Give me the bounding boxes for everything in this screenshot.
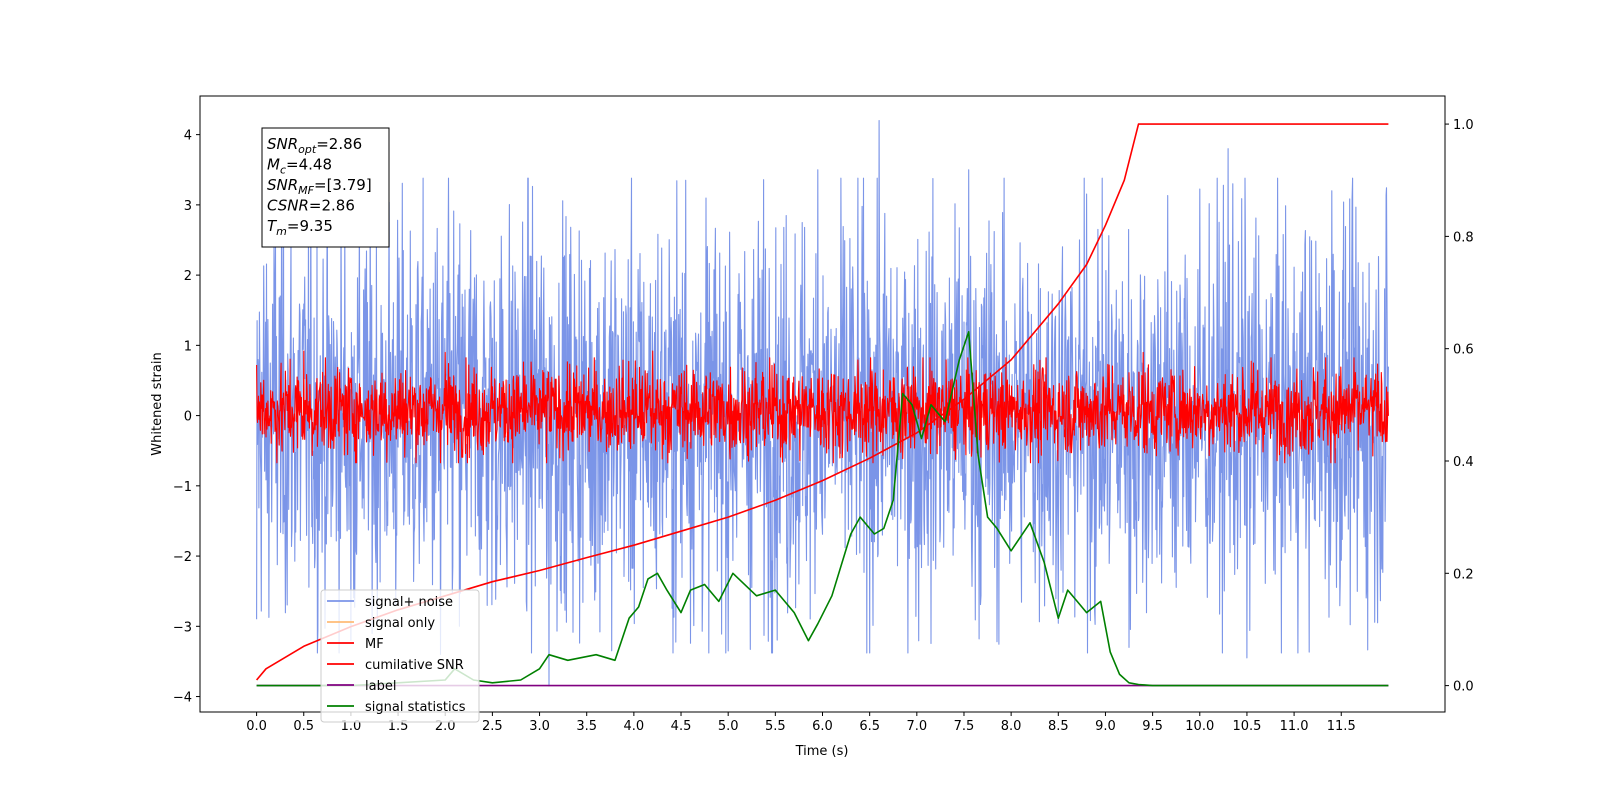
series-line-signal-statistics — [256, 331, 1389, 687]
x-tick-label: 9.5 — [1142, 719, 1163, 734]
stats-line: Tm=9.35 — [267, 217, 333, 238]
y-axis-right: 0.0 0.2 0.4 0.6 0.8 1.0 — [1445, 118, 1474, 695]
stats-box-frame — [261, 127, 390, 248]
legend-label: cumilative SNR — [365, 658, 464, 673]
x-tick-label: 9.0 — [1095, 719, 1116, 734]
y2-tick-label: 1.0 — [1453, 118, 1474, 133]
legend-label: signal statistics — [365, 700, 466, 715]
y-tick-label: −3 — [173, 620, 192, 635]
y-tick-label: 4 — [184, 129, 192, 144]
x-tick-label: 3.5 — [576, 719, 597, 734]
x-tick-label: 6.0 — [812, 719, 833, 734]
x-tick-label: 0.5 — [293, 719, 314, 734]
x-tick-label: 1.5 — [388, 719, 409, 734]
x-tick-label: 5.0 — [718, 719, 739, 734]
x-tick-label: 8.5 — [1048, 719, 1069, 734]
y-axis-left: −4 −3 −2 −1 0 1 2 3 4 — [173, 129, 200, 706]
x-tick-label: 11.5 — [1327, 719, 1356, 734]
stats-line: Mc=4.48 — [267, 156, 332, 177]
x-tick-label: 10.0 — [1185, 719, 1214, 734]
stats-line: SNRopt=2.86 — [267, 135, 362, 156]
stats-line: SNRMF=[3.79] — [267, 176, 372, 197]
x-tick-label: 5.5 — [765, 719, 786, 734]
x-tick-label: 2.5 — [482, 719, 503, 734]
x-tick-label: 10.5 — [1232, 719, 1261, 734]
legend-frame — [320, 589, 480, 723]
x-tick-label: 7.5 — [954, 719, 975, 734]
x-tick-label: 8.0 — [1001, 719, 1022, 734]
legend-label: signal only — [365, 616, 435, 631]
y2-tick-label: 0.4 — [1453, 455, 1474, 470]
x-axis: 0.0 0.5 1.0 1.5 2.0 2.5 3.0 3.5 4.0 4.5 5.0 5.5 6.0 6… — [246, 712, 1356, 734]
stats-line: CSNR=2.86 — [267, 197, 355, 215]
x-tick-label: 1.0 — [341, 719, 362, 734]
y-tick-label: 1 — [184, 339, 192, 354]
y-axis-label: Whitened strain — [150, 352, 165, 455]
x-tick-label: 4.0 — [624, 719, 645, 734]
x-axis-label: Time (s) — [795, 744, 849, 759]
legend: signal+ noise signal only MF cumilative SNR… — [320, 589, 480, 723]
x-tick-label: 0.0 — [246, 719, 267, 734]
legend-label: label — [365, 679, 396, 694]
x-tick-label: 2.0 — [435, 719, 456, 734]
legend-label: MF — [365, 637, 384, 652]
y-tick-label: 2 — [184, 269, 192, 284]
x-tick-label: 4.5 — [671, 719, 692, 734]
y-tick-label: −1 — [173, 480, 192, 495]
y2-tick-label: 0.6 — [1453, 343, 1474, 358]
y-tick-label: −2 — [173, 550, 192, 565]
y-tick-label: 3 — [184, 199, 192, 214]
x-tick-label: 7.0 — [906, 719, 927, 734]
x-tick-label: 11.0 — [1280, 719, 1309, 734]
y-tick-label: 0 — [184, 410, 192, 425]
x-tick-label: 3.0 — [529, 719, 550, 734]
y2-tick-label: 0.2 — [1453, 567, 1474, 582]
y2-tick-label: 0.8 — [1453, 230, 1474, 245]
y2-tick-label: 0.0 — [1453, 680, 1474, 695]
legend-label: signal+ noise — [365, 595, 453, 610]
y-tick-label: −4 — [173, 691, 192, 706]
series-line-mf — [256, 350, 1389, 464]
x-tick-label: 6.5 — [859, 719, 880, 734]
